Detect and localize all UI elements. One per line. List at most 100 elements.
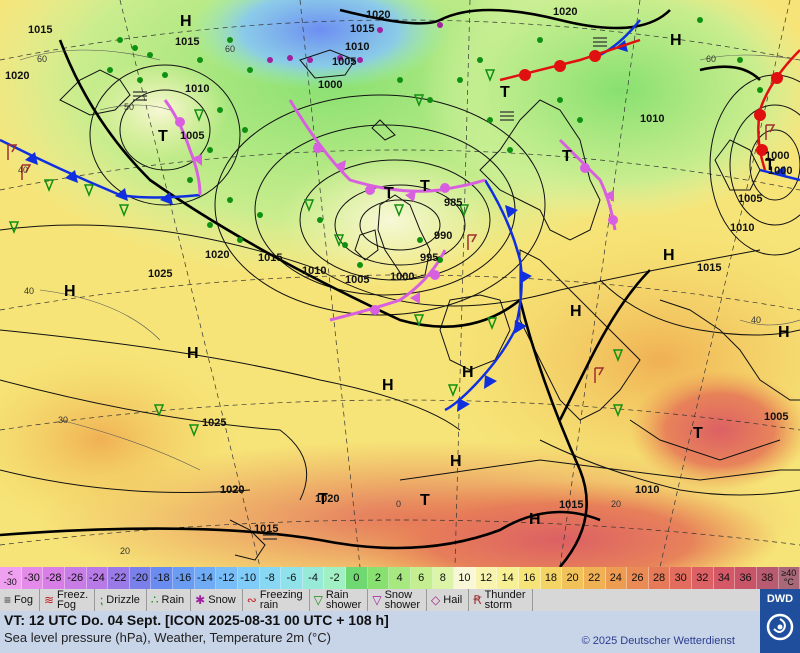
pressure-label: 1010 [635, 484, 659, 496]
isotherm-label: 40 [751, 315, 761, 325]
pressure-label: 1005 [332, 56, 356, 68]
copyright: © 2025 Deutscher Wetterdienst [581, 635, 735, 647]
info-bar: VT: 12 UTC Do. 04 Sept. [ICON 2025-08-31… [0, 611, 760, 653]
colorbar-cell: 30 [670, 567, 692, 589]
cold-front-central [444, 179, 532, 412]
pressure-label: 1000 [390, 271, 414, 283]
colorbar-cell: 10 [454, 567, 476, 589]
dwd-logo: DWD [760, 589, 800, 653]
colorbar-cell: 28 [648, 567, 671, 589]
high-center: H [570, 303, 582, 320]
pressure-label: 1020 [205, 249, 229, 261]
colorbar-cell: -18 [151, 567, 173, 589]
colorbar-cell: -28 [43, 567, 65, 589]
rain-icon: ∴ [150, 593, 159, 607]
map-subtitle: Sea level pressure (hPa), Weather, Tempe… [4, 630, 331, 645]
hail-icon: ◇ [431, 593, 441, 607]
low-center: T [420, 492, 430, 509]
low-center: T [420, 178, 430, 195]
colorbar-cell: -26 [64, 567, 87, 589]
rain-shower-icon: ▽ [313, 593, 323, 607]
map-canvas: 1015 1020 1015 1010 1010 1005 1000 1020 … [0, 0, 800, 567]
colorbar-cell: 24 [605, 567, 628, 589]
isotherm-label: 60 [225, 44, 235, 54]
freezing-rain-icon: ∾ [246, 593, 257, 607]
pressure-label: 1000 [768, 165, 792, 177]
high-center: H [670, 32, 682, 49]
colorbar-cell: 26 [627, 567, 649, 589]
legend-item: ⁏ Drizzle [95, 589, 147, 611]
pressure-label: 1015 [559, 499, 583, 511]
pressure-label: 1015 [697, 262, 721, 274]
occluded-fronts [163, 99, 617, 322]
colorbar-cell: -16 [173, 567, 195, 589]
isotherm-label: 60 [37, 54, 47, 64]
snow-icon: ✱ [195, 593, 206, 607]
pressure-label: 1015 [350, 23, 374, 35]
colorbar-cell: -12 [216, 567, 238, 589]
colorbar-cell: 2 [367, 567, 390, 589]
colorbar-cell: -2 [324, 567, 346, 589]
pressure-label: 1005 [180, 130, 204, 142]
isotherms [19, 49, 800, 471]
occluded-front-symbols [175, 117, 618, 315]
shower-symbols [8, 69, 624, 438]
snow-shower-icon: ▽ [372, 593, 382, 607]
pressure-label: 1015 [28, 24, 52, 36]
dwd-logo-text: DWD [766, 593, 794, 605]
colorbar-cell: 34 [713, 567, 736, 589]
colorbar-cell: 36 [735, 567, 757, 589]
dwd-swirl-icon [766, 613, 794, 641]
pressure-label: 1020 [5, 70, 29, 82]
pressure-label: 1005 [764, 411, 788, 423]
pressure-labels: 1015 1020 1015 1010 1010 1005 1000 1020 … [5, 6, 792, 535]
legend-label: Hail [443, 594, 463, 606]
graticule [0, 0, 800, 567]
pressure-label: 1010 [345, 41, 369, 53]
pressure-label: 995 [420, 252, 438, 264]
colorbar-cell: 16 [519, 567, 541, 589]
isotherm-label: 20 [120, 546, 130, 556]
snow-symbols [267, 22, 443, 63]
fog-icon: ≡ [4, 593, 12, 607]
pressure-label: 990 [434, 230, 452, 242]
pressure-label: 1005 [345, 274, 369, 286]
colorbar-cell: -24 [86, 567, 109, 589]
legend-item: ≋ Freez. Fog [40, 589, 96, 611]
isotherm-label: 50 [124, 102, 134, 112]
legend-item: ≡ Fog [0, 589, 40, 611]
low-center: T [765, 157, 775, 174]
high-center: H [382, 377, 394, 394]
colorbar-cell: 32 [692, 567, 714, 589]
legend-item: ▽ Snow shower [368, 589, 428, 611]
isotherm-label: 20 [611, 499, 621, 509]
hot-zone-turkey [630, 370, 800, 490]
high-center: H [180, 13, 192, 30]
pressure-label: 1015 [258, 252, 282, 264]
legend-item: ∴ Rain [147, 589, 192, 611]
colorbar-cell: -10 [237, 567, 260, 589]
legend-label: Snow [208, 594, 236, 606]
pressure-label: 1015 [175, 36, 199, 48]
legend-label: Freez. Fog [57, 589, 89, 611]
colorbar-cell: 20 [562, 567, 584, 589]
drizzle-icon: ⁏ [99, 593, 104, 607]
rain-symbols [107, 17, 763, 268]
colorbar-cell: 38 [756, 567, 779, 589]
legend-label: Snow shower [384, 589, 421, 611]
pressure-label: 1000 [765, 150, 789, 162]
pressure-label: 1020 [220, 484, 244, 496]
colorbar-cell: < -30 [0, 567, 22, 589]
legend-label: Drizzle [106, 594, 140, 606]
colorbar-cell: -14 [194, 567, 217, 589]
high-center: H [529, 511, 541, 528]
low-center: T [500, 84, 510, 101]
colorbar-cell: 6 [410, 567, 433, 589]
legend-item: ✱ Snow [191, 589, 243, 611]
high-center: H [450, 453, 462, 470]
low-center: T [318, 491, 328, 508]
isotherm-label: 60 [706, 54, 716, 64]
pressure-label: 1020 [553, 6, 577, 18]
pressure-label: 1010 [185, 83, 209, 95]
isotherm-labels: 60 60 50 40 40 30 20 20 60 40 0 [18, 44, 761, 556]
